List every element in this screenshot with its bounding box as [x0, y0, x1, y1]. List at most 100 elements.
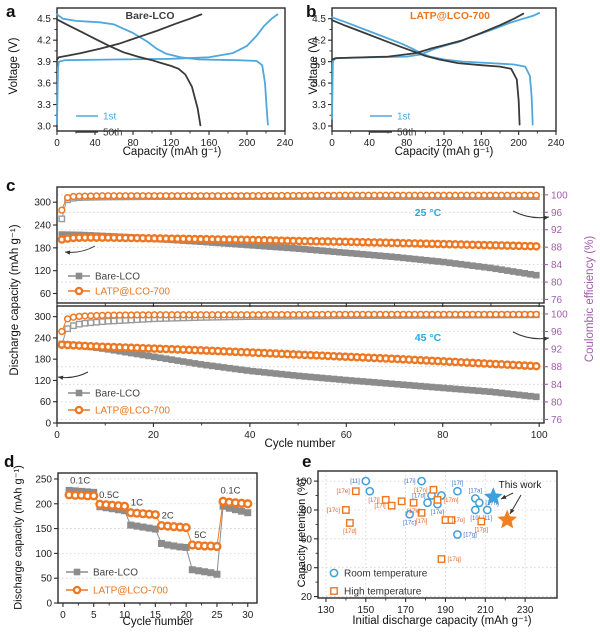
svg-text:[17g]: [17g] [463, 533, 477, 539]
svg-text:190: 190 [437, 605, 454, 616]
svg-text:30: 30 [242, 610, 254, 621]
svg-text:300: 300 [34, 198, 51, 209]
svg-text:300: 300 [34, 312, 51, 323]
svg-text:200: 200 [510, 138, 527, 149]
svg-text:Bare-LCO: Bare-LCO [93, 568, 138, 579]
svg-text:20: 20 [181, 610, 193, 621]
svg-text:[10]: [10] [470, 516, 480, 522]
svg-text:96: 96 [551, 327, 563, 338]
svg-text:[17c]: [17c] [327, 508, 340, 514]
panel-letter-c: c [6, 176, 16, 195]
svg-text:60: 60 [40, 289, 52, 300]
svg-text:[17h]: [17h] [485, 501, 499, 507]
svg-text:15: 15 [150, 610, 162, 621]
svg-text:LATP@LCO-700: LATP@LCO-700 [95, 406, 170, 417]
svg-text:3.0: 3.0 [312, 121, 326, 132]
svg-text:0: 0 [46, 599, 52, 610]
svg-text:50: 50 [41, 574, 53, 585]
svg-text:25: 25 [211, 610, 223, 621]
panel-letter-e: e [302, 452, 312, 471]
svg-text:100: 100 [551, 309, 568, 320]
svg-text:88: 88 [551, 243, 563, 254]
svg-text:100: 100 [531, 430, 548, 441]
svg-text:Bare-LCO: Bare-LCO [125, 10, 174, 22]
svg-text:[17c]: [17c] [403, 520, 416, 526]
svg-text:240: 240 [277, 138, 294, 149]
svg-text:0: 0 [329, 138, 335, 149]
svg-text:100: 100 [295, 477, 312, 488]
panel-letter-d: d [4, 452, 15, 471]
svg-text:0.5C: 0.5C [99, 490, 119, 501]
svg-text:80: 80 [551, 397, 563, 408]
svg-text:4.2: 4.2 [37, 36, 51, 47]
svg-text:1C: 1C [131, 498, 143, 509]
svg-text:88: 88 [551, 362, 563, 373]
svg-text:100: 100 [551, 190, 568, 201]
svg-text:130: 130 [318, 605, 335, 616]
svg-text:20: 20 [301, 592, 313, 603]
svg-text:[17m]: [17m] [444, 498, 459, 504]
svg-text:150: 150 [35, 524, 52, 535]
svg-text:0: 0 [54, 138, 60, 149]
svg-text:200: 200 [239, 138, 256, 149]
svg-text:4.5: 4.5 [37, 14, 51, 25]
svg-text:3.6: 3.6 [37, 79, 51, 90]
svg-text:50th: 50th [397, 128, 416, 139]
svg-text:84: 84 [551, 260, 563, 271]
svg-text:[17i]: [17i] [416, 519, 428, 525]
svg-text:[17e]: [17e] [431, 510, 445, 516]
svg-text:3.0: 3.0 [37, 121, 51, 132]
svg-text:240: 240 [34, 333, 51, 344]
svg-text:40: 40 [244, 430, 256, 441]
panel-a-chart: 0 40 80 120 160 200 240 3.0 3.3 3.6 3.9 4.2 4.5 Bare-… [37, 7, 294, 149]
svg-text:4.2: 4.2 [312, 36, 326, 47]
svg-text:250: 250 [35, 474, 52, 485]
svg-text:[17j]: [17j] [368, 498, 380, 504]
svg-text:96: 96 [551, 208, 563, 219]
svg-text:[17l]: [17l] [374, 504, 386, 510]
svg-text:Bare-LCO: Bare-LCO [95, 272, 140, 283]
svg-text:1st: 1st [103, 112, 117, 123]
panel-b-chart: 0 40 80 120 160 200 240 3.0 3.3 3.6 3.9 4.2 4.5 LATP@… [312, 7, 565, 149]
svg-text:40: 40 [301, 563, 313, 574]
svg-text:40: 40 [364, 138, 376, 149]
svg-text:[17a]: [17a] [469, 488, 483, 494]
panel-d-chart: 0 5 10 15 20 25 30 0 50 100 150 200 250 0.1C 0.5C 1C 2C 5… [35, 472, 258, 621]
svg-text:230: 230 [517, 605, 534, 616]
panel-letter-a: a [6, 2, 16, 21]
svg-text:[17p]: [17p] [475, 528, 489, 534]
svg-text:2C: 2C [162, 511, 174, 522]
svg-text:170: 170 [397, 605, 414, 616]
svg-text:60: 60 [341, 430, 353, 441]
svg-text:[11]: [11] [350, 479, 360, 485]
svg-text:[17o]: [17o] [451, 518, 465, 524]
svg-text:3.9: 3.9 [312, 57, 326, 68]
svg-text:1st: 1st [397, 112, 411, 123]
svg-text:210: 210 [477, 605, 494, 616]
svg-text:120: 120 [163, 138, 180, 149]
svg-text:160: 160 [473, 138, 490, 149]
svg-text:[17n]: [17n] [414, 488, 428, 494]
svg-text:84: 84 [551, 380, 563, 391]
svg-text:60: 60 [40, 397, 52, 408]
svg-text:Bare-LCO: Bare-LCO [95, 389, 140, 400]
svg-text:LATP@LCO-700: LATP@LCO-700 [93, 586, 168, 597]
svg-text:180: 180 [34, 355, 51, 366]
svg-text:76: 76 [551, 415, 563, 426]
svg-text:4.5: 4.5 [312, 14, 326, 25]
svg-text:5C: 5C [194, 530, 206, 541]
svg-text:60: 60 [301, 534, 313, 545]
svg-text:0: 0 [60, 610, 66, 621]
svg-text:3.9: 3.9 [37, 57, 51, 68]
svg-text:0.1C: 0.1C [70, 475, 90, 486]
svg-text:76: 76 [551, 295, 563, 306]
svg-text:[17k]: [17k] [407, 509, 420, 515]
svg-text:3.3: 3.3 [312, 100, 326, 111]
svg-text:120: 120 [436, 138, 453, 149]
svg-text:180: 180 [34, 243, 51, 254]
svg-text:This work: This work [499, 480, 543, 491]
panel-letter-b: b [306, 2, 317, 21]
svg-text:0: 0 [45, 419, 51, 430]
